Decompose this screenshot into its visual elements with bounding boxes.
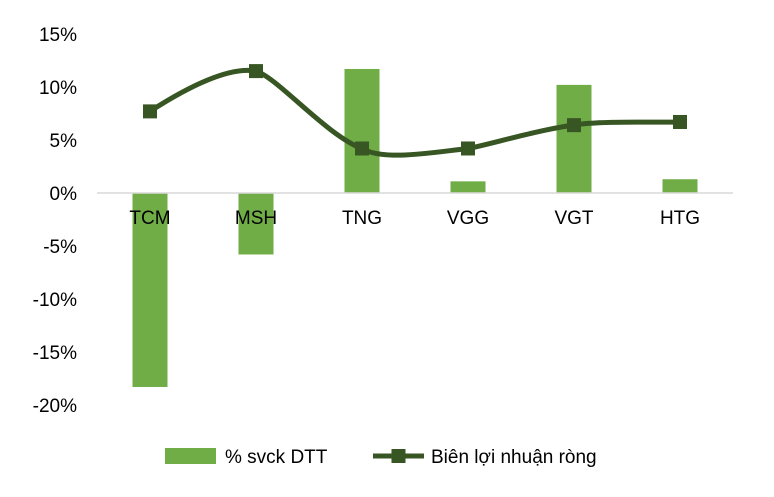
- category-label: HTG: [660, 208, 700, 229]
- line-point: [567, 118, 581, 133]
- legend: % svck DTT Biên lợi nhuận ròng: [165, 447, 597, 468]
- legend-line-label: Biên lợi nhuận ròng: [431, 447, 597, 468]
- category-label: TNG: [342, 208, 382, 229]
- category-label: VGT: [554, 208, 593, 229]
- category-label: TCM: [129, 208, 170, 229]
- category-label: VGG: [447, 208, 489, 229]
- bar: [344, 68, 380, 193]
- legend-bar-swatch: [165, 448, 216, 464]
- line-point: [143, 104, 157, 119]
- y-tick-label: -5%: [43, 237, 77, 258]
- category-label: MSH: [235, 208, 277, 229]
- y-tick-label: -10%: [33, 290, 77, 311]
- line-series: [143, 64, 687, 158]
- bar: [450, 181, 486, 193]
- series-line: [147, 67, 683, 158]
- x-axis-labels: TCM MSH TNG VGG VGT HTG: [129, 208, 700, 229]
- y-tick-label: 0%: [50, 184, 78, 205]
- bar: [238, 193, 274, 255]
- y-axis: 15% 10% 5% 0% -5% -10% -15% -20%: [33, 25, 77, 417]
- line-point: [461, 141, 475, 156]
- bar-series: [132, 68, 698, 387]
- y-tick-label: 10%: [39, 78, 77, 99]
- bar: [132, 193, 168, 387]
- legend-line-marker: [391, 449, 406, 463]
- bar: [556, 84, 592, 193]
- y-tick-label: 5%: [50, 131, 78, 152]
- legend-bar-label: % svck DTT: [225, 447, 328, 468]
- line-point: [249, 64, 263, 79]
- bar: [662, 179, 698, 193]
- y-tick-label: -15%: [33, 343, 77, 364]
- y-tick-label: -20%: [33, 396, 77, 417]
- line-point: [355, 141, 369, 156]
- line-point: [673, 114, 687, 129]
- y-tick-label: 15%: [39, 25, 77, 46]
